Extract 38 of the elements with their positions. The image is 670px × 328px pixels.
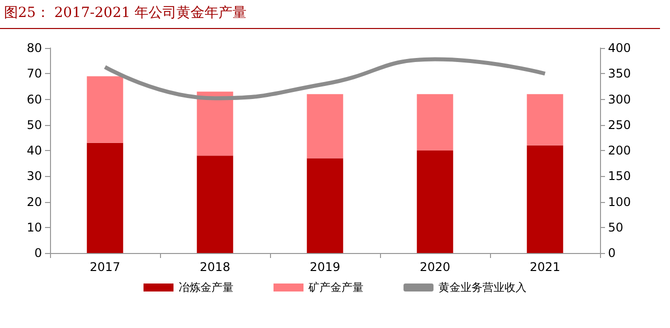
y2-tick-label: 250 (608, 118, 631, 132)
y-tick-label: 80 (26, 41, 42, 55)
bar (86, 142, 124, 253)
y-tick-label: 10 (26, 220, 42, 234)
y-tick-label: 60 (26, 92, 42, 106)
y-tick-label: 0 (34, 246, 42, 260)
y-tick-label: 70 (26, 66, 42, 81)
line-series (103, 57, 547, 100)
y2-tick-label: 350 (608, 66, 631, 81)
y2-tick-label: 100 (608, 194, 631, 209)
bar (416, 94, 454, 150)
y-tick-label: 30 (26, 169, 42, 184)
y2-tick-label: 300 (608, 92, 631, 106)
x-tick-label: 2017 (90, 260, 120, 274)
y2-tick-label: 400 (608, 41, 631, 55)
x-tick-label: 2019 (310, 260, 340, 274)
bar (196, 156, 234, 253)
bar (306, 94, 344, 158)
x-tick-label: 2020 (420, 260, 450, 274)
bar (86, 76, 124, 143)
y2-tick-label: 200 (608, 144, 631, 158)
bar (306, 158, 344, 253)
chart-title: 图25： 2017-2021 年公司黄金年产量 (4, 4, 247, 22)
bar (196, 92, 234, 156)
y-tick-label: 20 (26, 194, 42, 209)
x-tick-label: 2021 (530, 260, 560, 274)
y-tick-label: 50 (26, 118, 42, 132)
y2-tick-label: 150 (608, 169, 631, 184)
bar (416, 150, 454, 253)
y-tick-label: 40 (26, 144, 42, 158)
y2-tick-label: 0 (608, 246, 616, 260)
bar (526, 145, 564, 253)
legend-label: 冶炼金产量 (178, 281, 234, 294)
bar (526, 94, 564, 146)
legend-label: 黄金业务营业收入 (438, 281, 526, 294)
legend-label: 矿产金产量 (308, 281, 364, 294)
x-tick-label: 2018 (200, 260, 230, 274)
y2-tick-label: 50 (608, 220, 624, 234)
